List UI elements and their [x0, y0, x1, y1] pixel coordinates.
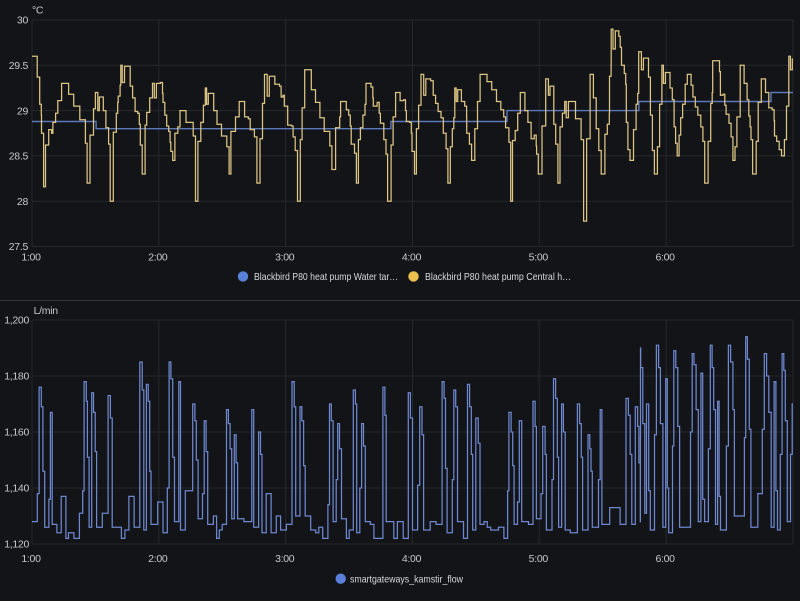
svg-text:L/min: L/min	[34, 305, 59, 317]
svg-text:4:00: 4:00	[402, 553, 422, 565]
svg-text:6:00: 6:00	[655, 553, 675, 565]
svg-text:1:00: 1:00	[21, 252, 41, 264]
svg-text:29: 29	[17, 105, 29, 117]
svg-text:5:00: 5:00	[529, 252, 549, 264]
svg-text:1,180: 1,180	[4, 371, 29, 383]
svg-text:2:00: 2:00	[148, 252, 168, 264]
svg-text:5:00: 5:00	[529, 553, 549, 565]
svg-text:6:00: 6:00	[655, 252, 675, 264]
svg-text:1,120: 1,120	[4, 539, 29, 551]
svg-text:28: 28	[17, 196, 29, 208]
svg-text:Blackbird P80 heat pump Centra: Blackbird P80 heat pump Central h…	[425, 271, 571, 283]
svg-text:2:00: 2:00	[148, 553, 168, 565]
svg-text:1:00: 1:00	[21, 553, 41, 565]
svg-text:3:00: 3:00	[275, 553, 295, 565]
svg-text:3:00: 3:00	[275, 252, 295, 264]
svg-text:27.5: 27.5	[9, 241, 29, 253]
svg-text:°C: °C	[32, 5, 44, 17]
svg-text:30: 30	[17, 15, 29, 27]
svg-text:Blackbird P80 heat pump Water: Blackbird P80 heat pump Water tar…	[254, 271, 398, 283]
svg-text:1,160: 1,160	[4, 427, 29, 439]
svg-text:1,140: 1,140	[4, 483, 29, 495]
svg-text:29.5: 29.5	[9, 60, 29, 72]
svg-text:4:00: 4:00	[402, 252, 422, 264]
svg-text:28.5: 28.5	[9, 151, 29, 163]
svg-text:smartgateways_kamstir_flow: smartgateways_kamstir_flow	[350, 574, 463, 586]
svg-text:1,200: 1,200	[4, 315, 29, 327]
